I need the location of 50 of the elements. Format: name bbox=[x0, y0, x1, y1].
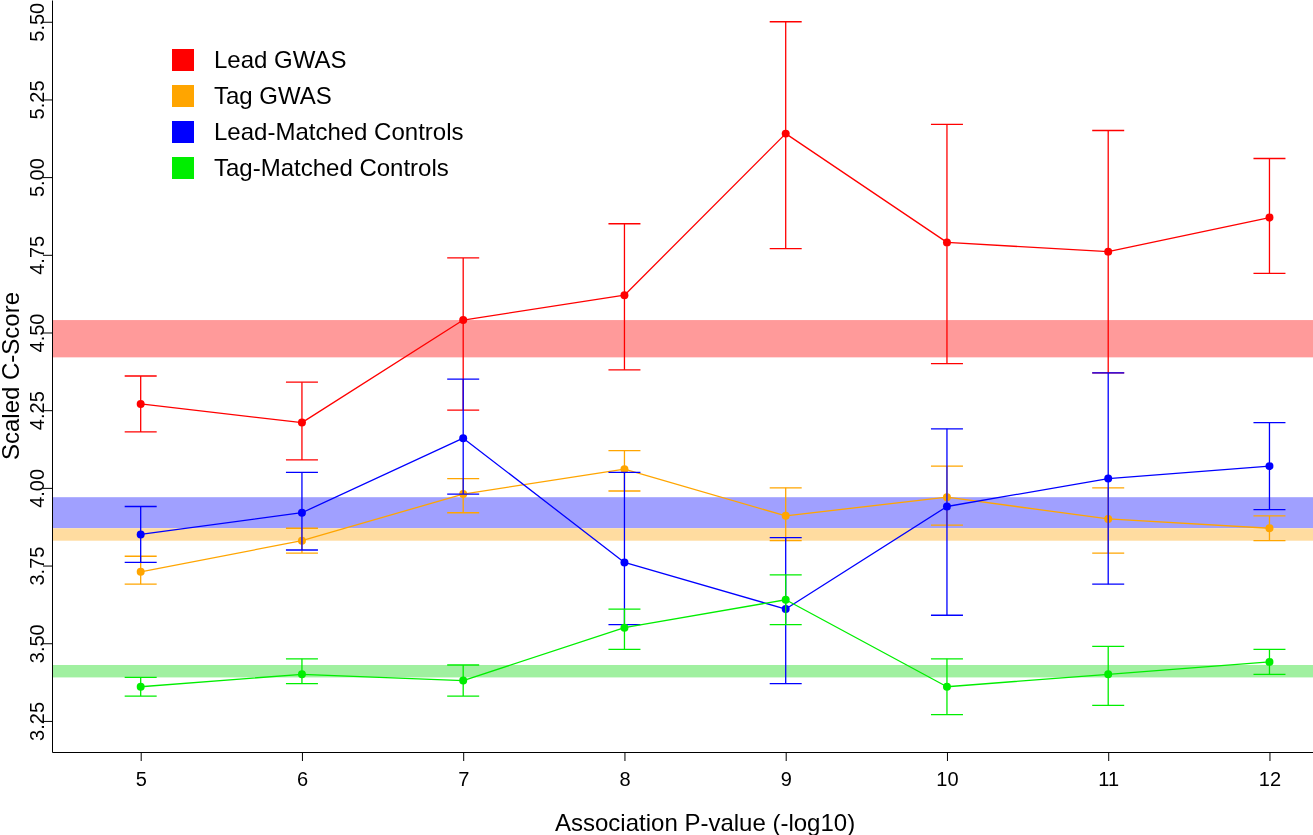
y-tick-label: 3.75 bbox=[26, 546, 48, 586]
point bbox=[459, 316, 468, 325]
point bbox=[1265, 462, 1274, 471]
point bbox=[1104, 670, 1113, 679]
x-tick-label: 6 bbox=[296, 768, 308, 790]
point bbox=[942, 682, 951, 691]
point bbox=[620, 291, 629, 300]
y-axis-title: Scaled C-Score bbox=[0, 291, 24, 461]
y-tick-label: 4.00 bbox=[26, 468, 48, 508]
x-tick-label: 9 bbox=[780, 768, 792, 790]
y-tick-label: 4.50 bbox=[26, 313, 48, 353]
x-tick-label: 12 bbox=[1258, 768, 1282, 790]
legend-label: Lead GWAS bbox=[214, 46, 347, 74]
point bbox=[459, 434, 468, 443]
point bbox=[781, 129, 790, 138]
y-tick-label: 5.00 bbox=[26, 158, 48, 198]
y-tick-label: 5.50 bbox=[26, 2, 48, 42]
point bbox=[459, 676, 468, 685]
point bbox=[1104, 247, 1113, 256]
x-tick-label: 7 bbox=[458, 768, 470, 790]
y-tick-label: 4.75 bbox=[26, 235, 48, 275]
y-tick-label: 3.50 bbox=[26, 624, 48, 664]
point bbox=[942, 238, 951, 247]
point bbox=[136, 530, 145, 539]
y-tick-label: 3.25 bbox=[26, 701, 48, 741]
legend-label: Tag-Matched Controls bbox=[214, 154, 449, 182]
x-tick-label: 5 bbox=[135, 768, 147, 790]
point bbox=[620, 558, 629, 567]
x-tick-label: 11 bbox=[1098, 768, 1120, 790]
point bbox=[1265, 524, 1274, 533]
point bbox=[297, 418, 306, 427]
point bbox=[620, 623, 629, 632]
point bbox=[1265, 657, 1274, 666]
point bbox=[781, 595, 790, 604]
legend-label: Lead-Matched Controls bbox=[214, 118, 464, 146]
point bbox=[781, 511, 790, 520]
point bbox=[1104, 474, 1113, 483]
point bbox=[136, 567, 145, 576]
point bbox=[620, 465, 629, 474]
x-tick-label: 8 bbox=[619, 768, 631, 790]
point bbox=[136, 682, 145, 691]
point bbox=[942, 502, 951, 511]
y-tick-label: 5.25 bbox=[26, 80, 48, 120]
point bbox=[1265, 213, 1274, 222]
x-tick-label: 10 bbox=[936, 768, 959, 790]
y-tick-label: 4.25 bbox=[26, 391, 48, 431]
point bbox=[136, 399, 145, 408]
point bbox=[297, 508, 306, 517]
point bbox=[297, 670, 306, 679]
legend-label: Tag GWAS bbox=[214, 82, 332, 110]
